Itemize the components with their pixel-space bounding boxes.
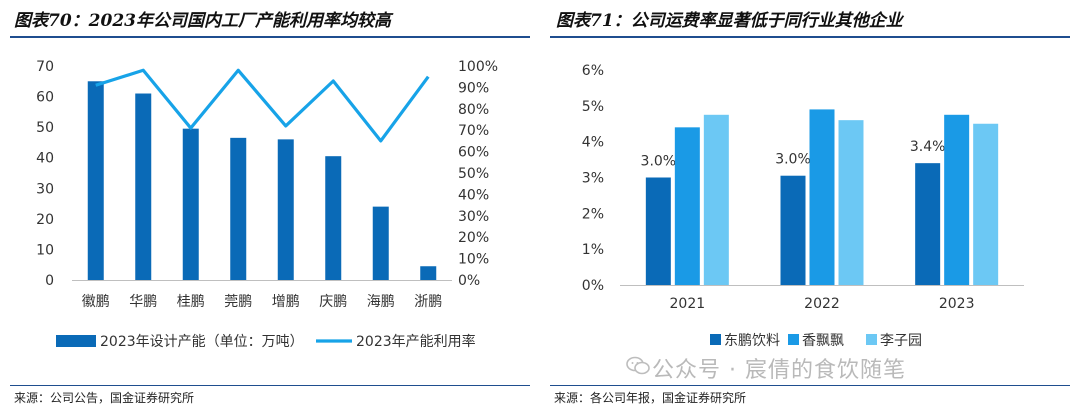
data-label: 3.0% <box>775 152 811 168</box>
source-divider <box>10 385 530 386</box>
freight-bar <box>838 120 864 286</box>
chart-source: 来源：公司公告，国金证券研究所 <box>14 391 195 405</box>
y2-tick-label: 90% <box>458 80 489 96</box>
legend-swatch <box>788 334 799 345</box>
legend-label: 香飘飘 <box>802 333 844 349</box>
title-divider <box>550 36 1070 38</box>
capacity-bar <box>230 137 247 280</box>
x-tick-label: 庆鹏 <box>319 294 347 310</box>
x-tick-label: 浙鹏 <box>414 294 442 310</box>
capacity-bar <box>420 266 437 280</box>
capacity-bar <box>372 206 389 280</box>
capacity-bar <box>277 139 294 280</box>
freight-bar <box>645 177 671 285</box>
y2-tick-label: 50% <box>458 166 489 182</box>
y2-tick-label: 20% <box>458 230 489 246</box>
freight-bar <box>944 114 970 286</box>
x-tick-label: 2021 <box>670 296 706 312</box>
x-tick-label: 徽鹏 <box>82 294 110 310</box>
x-tick-label: 莞鹏 <box>224 294 252 310</box>
y-tick-label: 6% <box>582 63 604 79</box>
chart-title: 图表71：公司运费率显著低于同行业其他企业 <box>556 11 903 31</box>
x-tick-label: 2023 <box>939 296 975 312</box>
y2-tick-label: 80% <box>458 102 489 118</box>
y-tick-label: 3% <box>582 171 604 187</box>
wechat-icon <box>626 356 650 375</box>
y2-tick-label: 40% <box>458 187 489 203</box>
freight-bar <box>674 127 700 285</box>
source-divider <box>550 385 1070 386</box>
y2-tick-label: 0% <box>458 273 480 289</box>
y2-tick-label: 70% <box>458 123 489 139</box>
y-tick-label: 20 <box>36 212 54 228</box>
y-tick-label: 50 <box>36 120 54 136</box>
legend-swatch <box>710 334 721 345</box>
x-tick-label: 桂鹏 <box>177 294 205 310</box>
x-tick-label: 华鹏 <box>129 294 157 310</box>
watermark: 公众号 · 宸倩的食饮随笔 <box>652 358 906 383</box>
capacity-bar <box>87 81 104 281</box>
legend-swatch-bar <box>56 335 96 347</box>
y2-tick-label: 60% <box>458 145 489 161</box>
capacity-bar <box>182 128 199 280</box>
y2-tick-label: 30% <box>458 209 489 225</box>
utilization-line <box>95 68 430 143</box>
x-tick-label: 海鹏 <box>367 294 395 310</box>
y-tick-label: 0 <box>45 273 54 289</box>
right-chart-panel: 图表71：公司运费率显著低于同行业其他企业 0% 1% 2% 3% 4% 5% 6% 3.0%… <box>540 0 1080 413</box>
legend-swatch <box>866 334 877 345</box>
freight-bar <box>973 123 999 285</box>
data-label: 3.4% <box>910 139 946 155</box>
freight-bar <box>780 175 806 285</box>
capacity-chart: 0 10 20 30 40 50 60 70 0% 10% 20% 30% 40% 50% 60% 70% 80… <box>36 59 498 350</box>
legend-label: 李子园 <box>880 333 922 349</box>
left-chart-panel: 图表70：2023年公司国内工厂产能利用率均较高 0 10 20 30 40 50 60 70… <box>10 11 530 405</box>
y-tick-label: 10 <box>36 242 54 258</box>
data-label: 3.0% <box>641 154 677 170</box>
x-tick-label: 2022 <box>804 296 840 312</box>
freight-bar <box>703 114 729 286</box>
legend-label: 2023年产能利用率 <box>356 333 476 350</box>
y-tick-label: 60 <box>36 90 54 106</box>
y-tick-label: 2% <box>582 206 604 222</box>
y-tick-label: 1% <box>582 242 604 258</box>
y2-tick-label: 10% <box>458 252 489 268</box>
chart-title: 图表70：2023年公司国内工厂产能利用率均较高 <box>14 11 391 31</box>
y-tick-label: 5% <box>582 99 604 115</box>
x-tick-label: 增鹏 <box>272 294 300 310</box>
y-tick-label: 4% <box>582 135 604 151</box>
legend-label: 2023年设计产能（单位：万吨） <box>100 334 304 350</box>
y-tick-label: 70 <box>36 59 54 75</box>
capacity-bar <box>135 93 152 280</box>
legend-label: 东鹏饮料 <box>724 333 780 349</box>
freight-bar <box>809 109 835 286</box>
title-divider <box>10 36 530 38</box>
freight-rate-chart: 0% 1% 2% 3% 4% 5% 6% 3.0% 2021 3.0% 2022 3.4% 2023 东鹏… <box>582 63 1024 349</box>
y2-tick-label: 100% <box>458 59 498 75</box>
y-tick-label: 40 <box>36 151 54 167</box>
capacity-bar <box>325 156 342 280</box>
chart-source: 来源：各公司年报，国金证券研究所 <box>554 391 747 405</box>
y-tick-label: 0% <box>582 278 604 294</box>
freight-bar <box>915 163 941 285</box>
y-tick-label: 30 <box>36 181 54 197</box>
